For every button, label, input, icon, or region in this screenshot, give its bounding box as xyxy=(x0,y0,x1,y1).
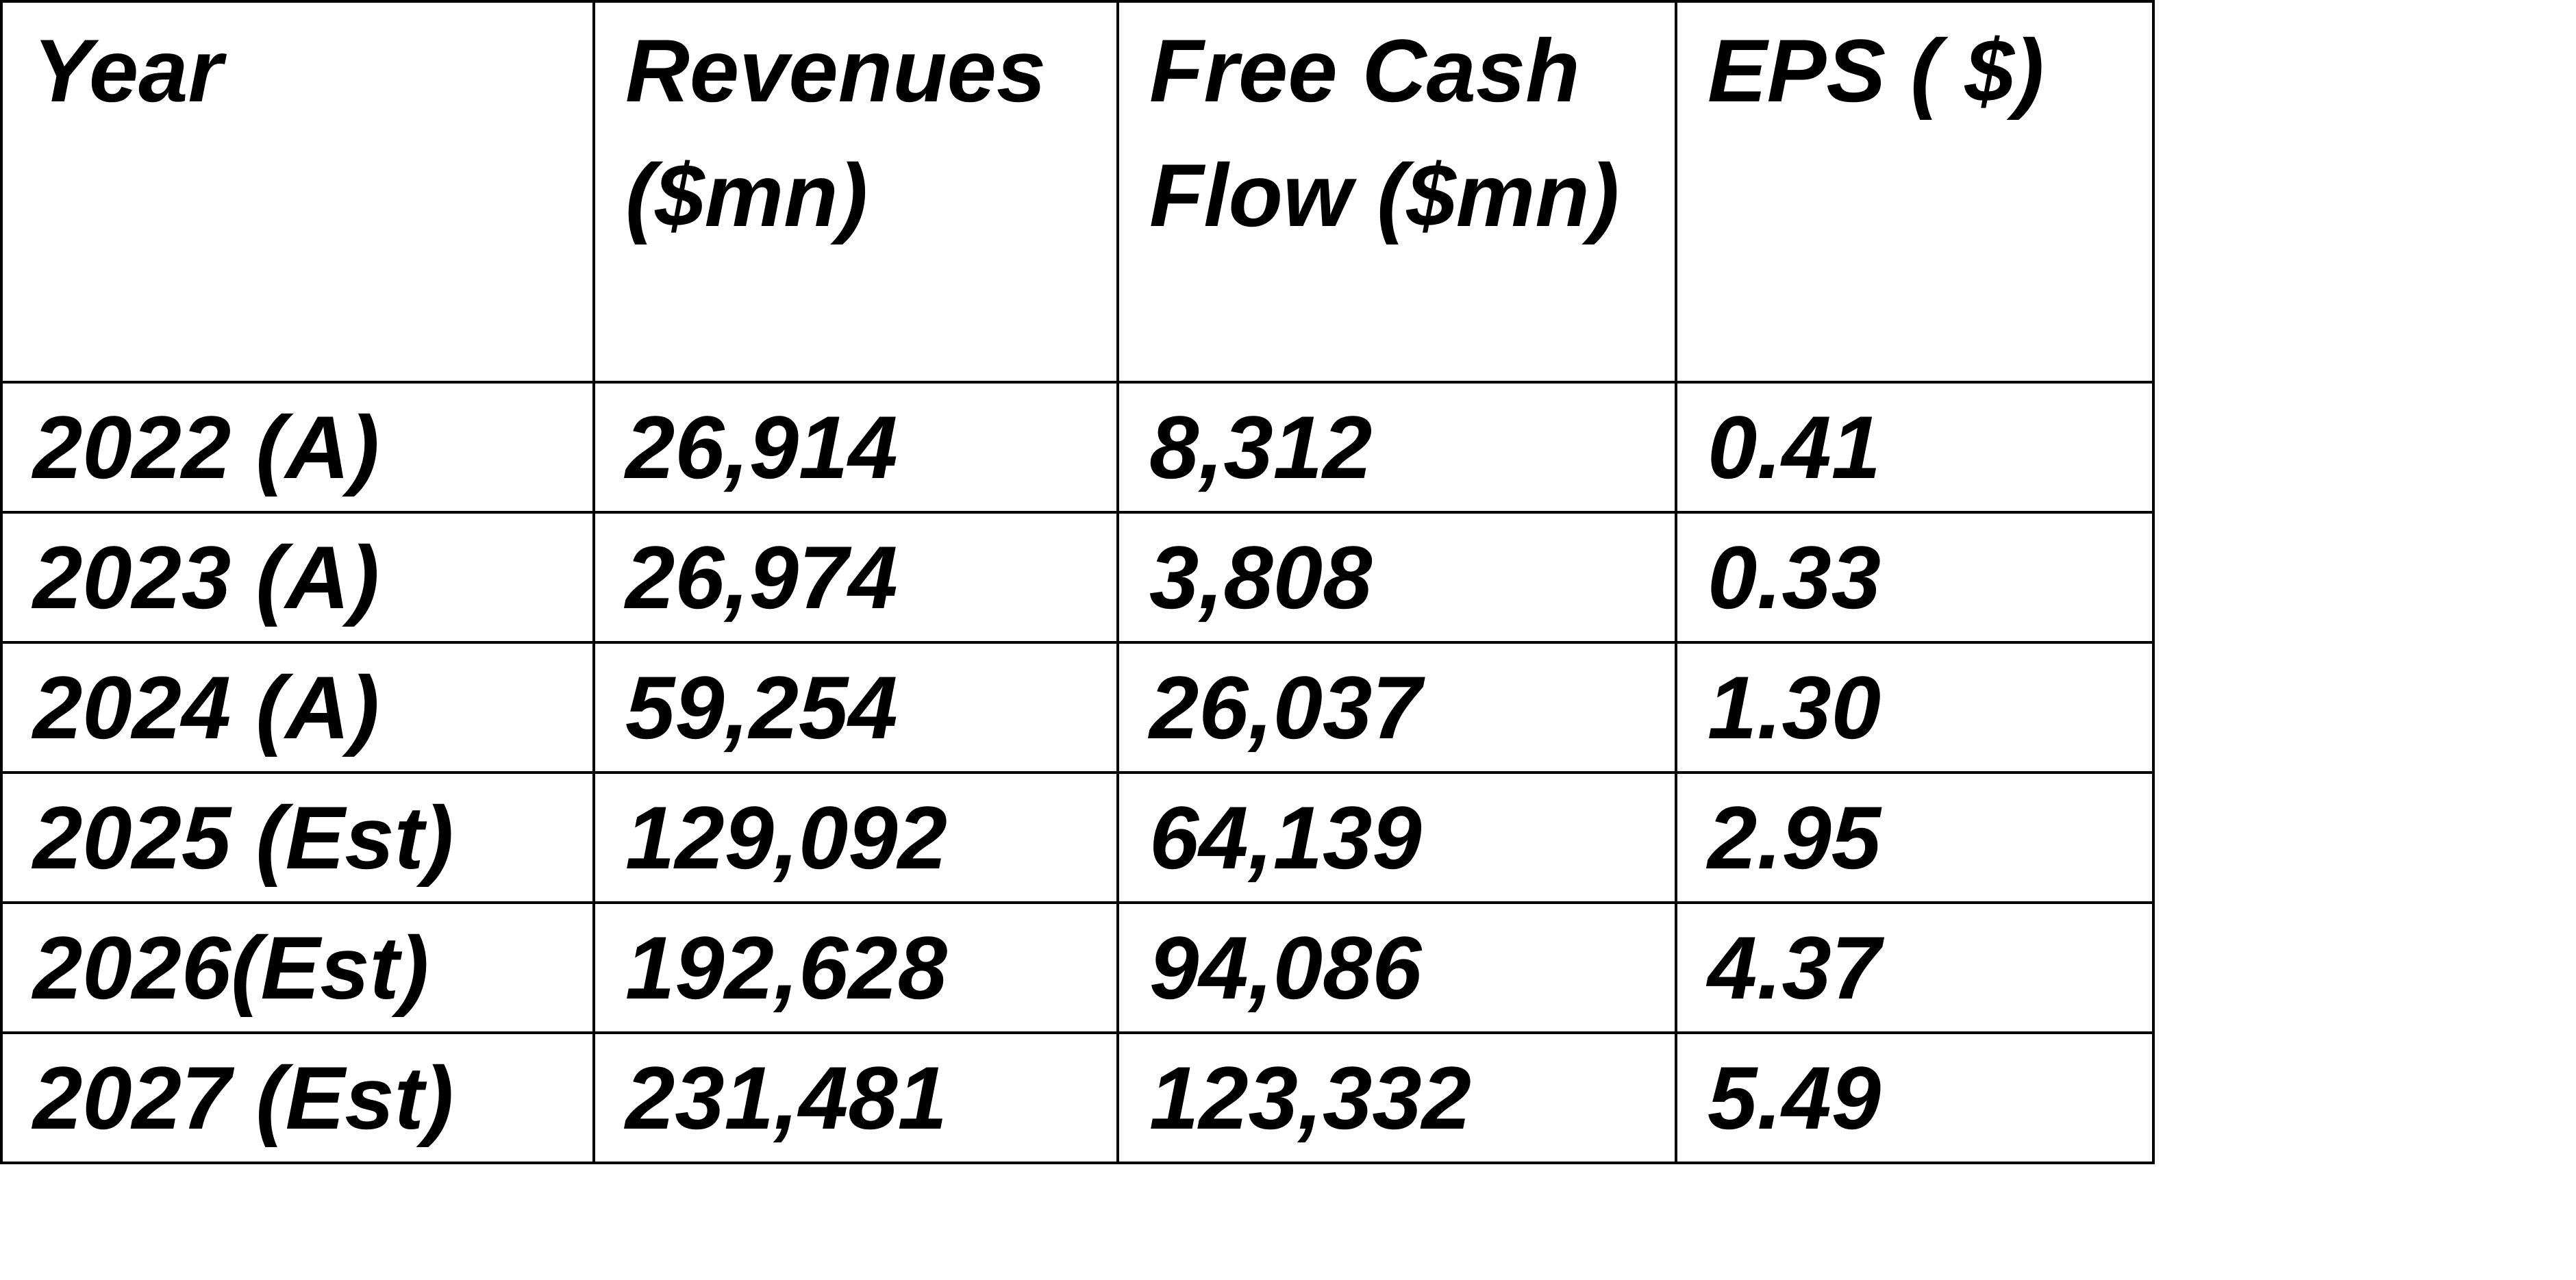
cell-eps: 0.41 xyxy=(1675,381,2155,514)
cell-year: 2024 (A) xyxy=(0,641,595,774)
table-row: 2023 (A) 26,974 3,808 0.33 xyxy=(0,511,2155,644)
cell-eps: 1.30 xyxy=(1675,641,2155,774)
cell-year: 2025 (Est) xyxy=(0,771,595,904)
table-header-row: Year Revenues ($mn) Free Cash Flow ($mn)… xyxy=(0,0,2155,384)
cell-free-cash-flow: 94,086 xyxy=(1116,901,1677,1034)
cell-revenues: 59,254 xyxy=(592,641,1119,774)
cell-eps: 4.37 xyxy=(1675,901,2155,1034)
table-row: 2026(Est) 192,628 94,086 4.37 xyxy=(0,901,2155,1034)
cell-eps: 2.95 xyxy=(1675,771,2155,904)
cell-year: 2022 (A) xyxy=(0,381,595,514)
cell-free-cash-flow: 8,312 xyxy=(1116,381,1677,514)
header-year: Year xyxy=(0,0,595,384)
cell-revenues: 231,481 xyxy=(592,1031,1119,1164)
table-row: 2025 (Est) 129,092 64,139 2.95 xyxy=(0,771,2155,904)
cell-revenues: 26,914 xyxy=(592,381,1119,514)
cell-year: 2023 (A) xyxy=(0,511,595,644)
cell-year: 2027 (Est) xyxy=(0,1031,595,1164)
cell-free-cash-flow: 64,139 xyxy=(1116,771,1677,904)
financial-table: Year Revenues ($mn) Free Cash Flow ($mn)… xyxy=(0,0,2155,1164)
cell-year: 2026(Est) xyxy=(0,901,595,1034)
table-row: 2024 (A) 59,254 26,037 1.30 xyxy=(0,641,2155,774)
cell-free-cash-flow: 123,332 xyxy=(1116,1031,1677,1164)
cell-revenues: 129,092 xyxy=(592,771,1119,904)
cell-free-cash-flow: 3,808 xyxy=(1116,511,1677,644)
table-row: 2027 (Est) 231,481 123,332 5.49 xyxy=(0,1031,2155,1164)
header-revenues: Revenues ($mn) xyxy=(592,0,1119,384)
cell-free-cash-flow: 26,037 xyxy=(1116,641,1677,774)
cell-eps: 5.49 xyxy=(1675,1031,2155,1164)
table-row: 2022 (A) 26,914 8,312 0.41 xyxy=(0,381,2155,514)
header-eps: EPS ( $) xyxy=(1675,0,2155,384)
header-free-cash-flow: Free Cash Flow ($mn) xyxy=(1116,0,1677,384)
cell-eps: 0.33 xyxy=(1675,511,2155,644)
cell-revenues: 192,628 xyxy=(592,901,1119,1034)
cell-revenues: 26,974 xyxy=(592,511,1119,644)
